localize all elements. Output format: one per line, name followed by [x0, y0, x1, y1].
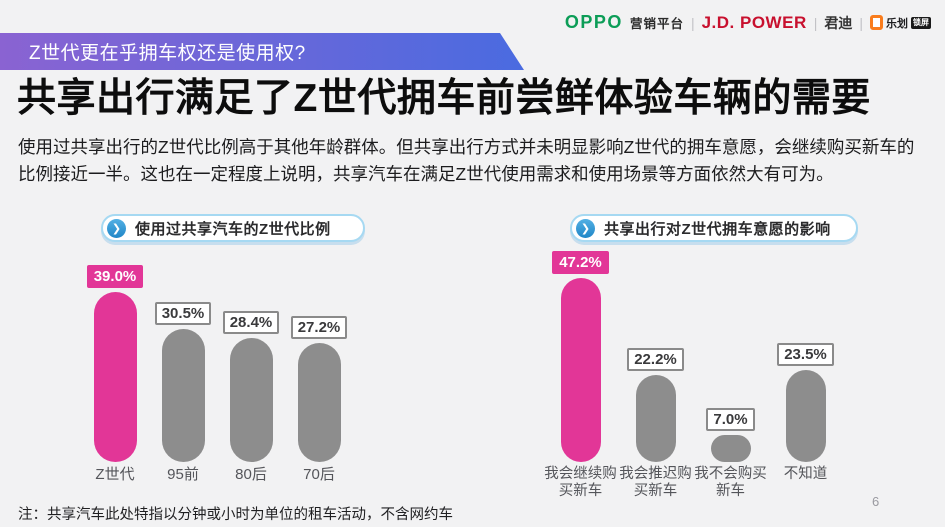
bar-category-label: Z世代: [95, 466, 135, 483]
bar-highlighted: [93, 292, 137, 462]
footnote: 注：共享汽车此处特指以分钟或小时为单位的租车活动，不含网约车: [18, 507, 453, 523]
logo-divider: |: [690, 14, 695, 31]
bar-value-label: 7.0%: [706, 408, 755, 431]
bar: [297, 343, 341, 462]
bar: [229, 338, 273, 462]
chart-left-bars: 39.0% Z世代 30.5% 95前 28.4% 80后 27.2% 70后: [81, 240, 353, 504]
bar-value-label: 28.4%: [222, 311, 280, 334]
bar-value-label: 22.2%: [627, 348, 684, 371]
body-paragraph: 使用过共享出行的Z世代比例高于其他年龄群体。但共享出行方式并未明显影响Z世代的拥…: [18, 137, 915, 184]
bar-value-label: 39.0%: [86, 265, 144, 288]
bar-column: 47.2% 我会继续购买新车: [543, 240, 618, 504]
bar-column: 22.2% 我会推迟购买新车: [618, 240, 693, 504]
arrow-right-icon: ❯: [107, 218, 126, 238]
bar: [635, 375, 676, 462]
bar-column: 7.0% 我不会购买新车: [693, 240, 768, 504]
bar-value-label: 30.5%: [154, 302, 212, 325]
bar-category-label: 95前: [167, 466, 199, 483]
lehua-logo: 乐划 锁屏: [870, 15, 931, 31]
bar-value-label: 23.5%: [777, 343, 834, 366]
lehua-icon: [870, 15, 883, 30]
bar-column: 30.5% 95前: [149, 240, 217, 504]
bar-column: 23.5% 不知道: [768, 240, 843, 504]
bar-category-label: 我会推迟购买新车: [619, 466, 692, 499]
chart-left-header: ❯ 使用过共享汽车的Z世代比例: [101, 214, 365, 242]
lehua-badge: 锁屏: [911, 16, 931, 29]
jundi-label: 君迪: [824, 14, 853, 31]
arrow-right-icon: ❯: [576, 218, 595, 238]
bar-category-label: 70后: [303, 466, 335, 483]
bar: [785, 370, 826, 462]
jdpower-logo: J.D. POWER: [701, 12, 807, 32]
section-banner: Z世代更在乎拥车权还是使用权?: [0, 33, 524, 70]
bar-column: 27.2% 70后: [285, 240, 353, 504]
bar-category-label: 我不会购买新车: [694, 466, 767, 499]
bar-category-label: 不知道: [783, 466, 828, 482]
logo-strip: OPPO 营销平台 | J.D. POWER | 君迪 | 乐划 锁屏: [565, 12, 931, 33]
bar-value-label: 27.2%: [290, 316, 348, 339]
chart-right-bars: 47.2% 我会继续购买新车 22.2% 我会推迟购买新车 7.0% 我不会购买新车 23.…: [543, 240, 843, 504]
page-number: 6: [872, 494, 880, 509]
section-banner-text: Z世代更在乎拥车权还是使用权?: [29, 43, 306, 64]
bar-value-label: 47.2%: [552, 251, 609, 274]
bar-column: 28.4% 80后: [217, 240, 285, 504]
chart-right-title: 共享出行对Z世代拥车意愿的影响: [604, 220, 831, 238]
bar: [710, 435, 751, 462]
chart-left-title: 使用过共享汽车的Z世代比例: [135, 220, 331, 238]
chart-right-header: ❯ 共享出行对Z世代拥车意愿的影响: [570, 214, 858, 242]
bar-category-label: 我会继续购买新车: [544, 466, 617, 499]
oppo-logo: OPPO: [564, 12, 623, 32]
bar-column: 39.0% Z世代: [81, 240, 149, 504]
bar: [161, 329, 205, 462]
oppo-marketing-platform-label: 营销平台: [629, 17, 684, 31]
logo-divider: |: [813, 14, 818, 31]
page-title: 共享出行满足了Z世代拥车前尝鲜体验车辆的需要: [17, 77, 871, 120]
bar-category-label: 80后: [235, 466, 267, 483]
logo-divider: |: [859, 14, 863, 31]
bar-highlighted: [560, 278, 601, 462]
lehua-label: 乐划: [886, 17, 908, 30]
